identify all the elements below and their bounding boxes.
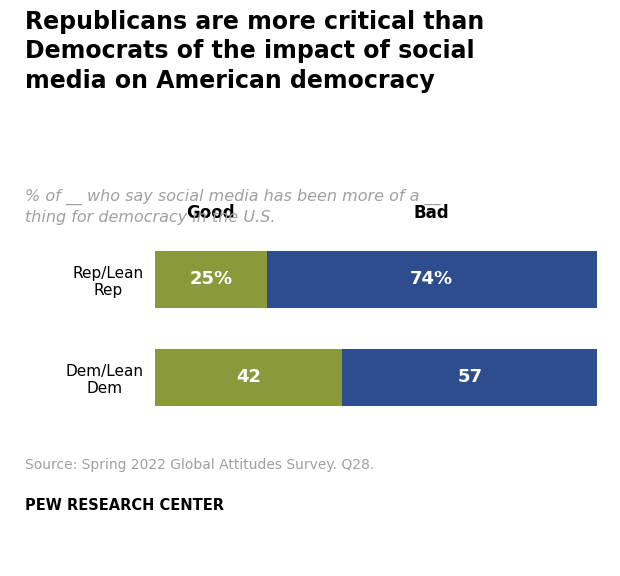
- Text: Good: Good: [187, 204, 235, 222]
- Text: PEW RESEARCH CENTER: PEW RESEARCH CENTER: [25, 498, 224, 513]
- Text: 57: 57: [457, 368, 482, 386]
- Text: Republicans are more critical than
Democrats of the impact of social
media on Am: Republicans are more critical than Democ…: [25, 10, 484, 93]
- Bar: [267, 251, 597, 308]
- Text: Bad: Bad: [414, 204, 450, 222]
- Bar: [155, 349, 342, 406]
- Bar: [342, 349, 597, 406]
- Text: 42: 42: [236, 368, 261, 386]
- Bar: [155, 251, 267, 308]
- Text: Source: Spring 2022 Global Attitudes Survey. Q28.: Source: Spring 2022 Global Attitudes Sur…: [25, 458, 374, 472]
- Text: 25%: 25%: [189, 270, 232, 289]
- Text: % of __ who say social media has been more of a __
thing for democracy in the U.: % of __ who say social media has been mo…: [25, 189, 440, 225]
- Text: 74%: 74%: [410, 270, 453, 289]
